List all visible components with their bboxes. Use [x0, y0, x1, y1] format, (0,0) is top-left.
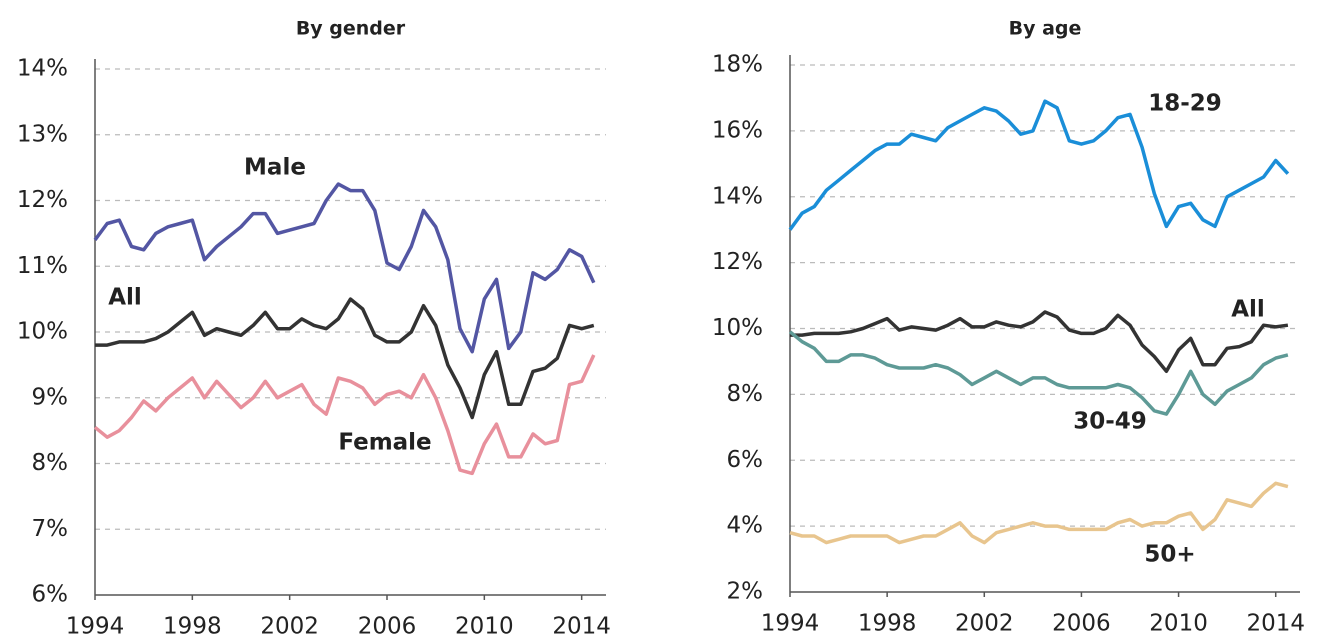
y-tick-label: 13%: [17, 121, 68, 147]
series-label: All: [108, 285, 142, 311]
y-tick-label: 8%: [727, 381, 764, 407]
series-line: [93, 182, 596, 354]
x-tick-label: 2010: [1149, 611, 1208, 637]
series-label: 18-29: [1148, 91, 1222, 117]
y-tick-label: 11%: [17, 253, 68, 279]
y-tick-label: 12%: [17, 187, 68, 213]
x-tick-label: 2010: [455, 614, 514, 640]
series-line: [790, 310, 1289, 374]
series-label: All: [1231, 297, 1265, 323]
y-tick-label: 16%: [712, 117, 763, 143]
series-label: 50+: [1144, 542, 1195, 568]
y-tick-label: 14%: [712, 183, 763, 209]
series-label: 30-49: [1073, 409, 1147, 435]
x-tick-label: 1994: [66, 614, 125, 640]
y-tick-label: 10%: [17, 319, 68, 345]
panel-title: By age: [1009, 18, 1082, 40]
series-line: [788, 99, 1290, 231]
x-tick-label: 2006: [1052, 611, 1111, 637]
y-tick-label: 10%: [712, 315, 763, 341]
y-tick-label: 2%: [727, 579, 764, 605]
x-tick-label: 2006: [358, 614, 417, 640]
y-tick-label: 14%: [17, 56, 68, 82]
x-tick-label: 1998: [163, 614, 222, 640]
y-tick-label: 18%: [712, 52, 763, 78]
series-line: [95, 297, 595, 420]
x-tick-label: 2014: [1246, 611, 1305, 637]
y-tick-label: 8%: [32, 450, 69, 476]
series-label: Male: [244, 155, 306, 181]
series-line: [788, 330, 1289, 416]
y-tick-label: 6%: [32, 582, 69, 608]
x-tick-label: 2014: [552, 614, 611, 640]
x-tick-label: 1994: [761, 611, 820, 637]
series-line: [93, 354, 596, 476]
y-tick-label: 9%: [32, 384, 69, 410]
x-tick-label: 2002: [955, 611, 1014, 637]
panel-title: By gender: [296, 18, 406, 40]
x-tick-label: 1998: [858, 611, 917, 637]
series-line: [789, 481, 1289, 545]
x-tick-label: 2002: [260, 614, 319, 640]
y-tick-label: 6%: [727, 447, 764, 473]
series-label: Female: [338, 430, 431, 456]
y-tick-label: 12%: [712, 249, 763, 275]
y-tick-label: 7%: [32, 516, 69, 542]
y-tick-label: 4%: [727, 513, 764, 539]
